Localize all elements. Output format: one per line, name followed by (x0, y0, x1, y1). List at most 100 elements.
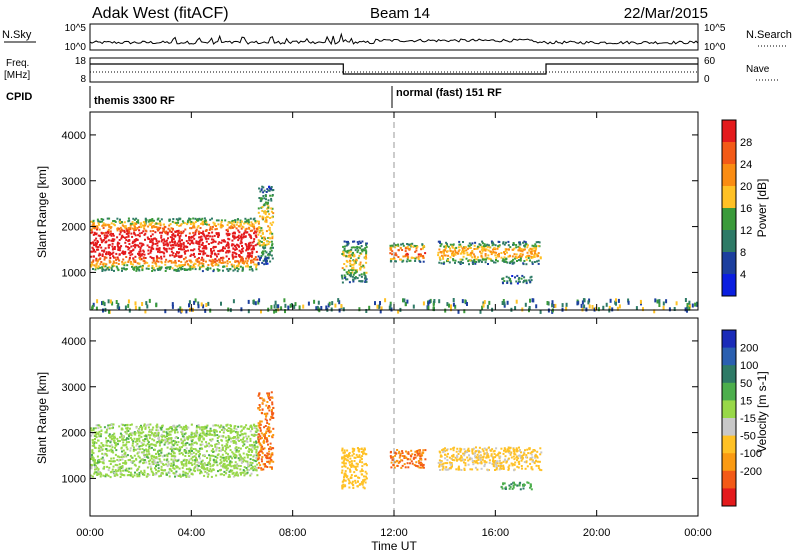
data-cell (169, 223, 172, 226)
data-cell (214, 445, 217, 448)
data-cell (159, 266, 162, 269)
data-cell (183, 258, 186, 261)
data-cell (126, 448, 129, 451)
data-cell (231, 232, 234, 235)
data-cell (673, 307, 676, 311)
data-cell (141, 269, 144, 272)
data-cell (245, 472, 248, 475)
data-cell (202, 260, 205, 262)
data-cell (245, 453, 248, 456)
data-cell (665, 299, 668, 304)
data-cell (229, 460, 232, 463)
data-cell (270, 186, 273, 188)
data-cell (524, 467, 527, 470)
data-cell (358, 483, 361, 486)
data-cell (147, 433, 150, 436)
data-cell (165, 431, 168, 434)
data-cell (148, 219, 151, 222)
data-cell (225, 443, 228, 446)
data-cell (125, 232, 128, 235)
data-cell (192, 231, 195, 234)
data-cell (242, 247, 245, 250)
data-cell (130, 461, 133, 463)
data-cell (190, 453, 193, 456)
data-cell (173, 459, 176, 462)
data-cell (516, 448, 518, 451)
data-cell (533, 254, 536, 257)
data-cell (228, 234, 230, 236)
data-cell (222, 257, 225, 260)
data-cell (239, 430, 242, 433)
data-cell (123, 226, 126, 229)
data-cell (178, 239, 181, 242)
data-cell (114, 463, 117, 466)
data-cell (129, 474, 132, 477)
data-cell (107, 424, 110, 427)
data-cell (269, 460, 272, 463)
data-cell (432, 307, 435, 311)
data-cell (212, 448, 214, 451)
data-cell (523, 276, 526, 279)
data-cell (160, 441, 163, 444)
data-cell (457, 468, 460, 471)
data-cell (188, 460, 191, 463)
data-cell (407, 256, 410, 259)
data-cell (512, 447, 515, 450)
data-cell (152, 443, 155, 446)
data-cell (517, 454, 520, 457)
data-cell (143, 233, 146, 236)
data-cell (97, 222, 100, 224)
data-cell (261, 408, 264, 411)
data-cell (92, 233, 95, 236)
data-cell (233, 467, 236, 470)
data-cell (492, 465, 495, 468)
data-cell (127, 234, 130, 237)
data-cell (241, 457, 244, 460)
data-cell (222, 269, 224, 272)
data-cell (255, 457, 258, 459)
data-cell (227, 221, 230, 224)
data-cell (112, 255, 115, 258)
data-cell (190, 431, 193, 434)
cpid-program-1: themis 3300 RF (94, 95, 175, 107)
data-cell (152, 463, 155, 465)
data-cell (92, 220, 94, 223)
data-cell (343, 465, 346, 467)
data-cell (127, 303, 130, 308)
data-cell (256, 474, 259, 477)
data-cell (157, 260, 160, 263)
data-cell (514, 461, 517, 464)
data-cell (264, 201, 267, 204)
data-cell (138, 465, 141, 468)
data-cell (452, 250, 455, 253)
data-cell (138, 475, 141, 478)
data-cell (222, 246, 225, 249)
data-cell (453, 459, 456, 462)
data-cell (206, 444, 209, 447)
data-cell (143, 440, 146, 443)
data-cell (284, 303, 287, 308)
data-cell (105, 448, 108, 450)
data-cell (583, 304, 586, 309)
data-cell (141, 472, 144, 475)
data-cell (502, 464, 505, 467)
data-cell (232, 441, 235, 444)
data-cell (165, 463, 168, 466)
data-cell (482, 301, 485, 306)
data-cell (225, 460, 228, 463)
data-cell (444, 462, 447, 465)
data-cell (237, 229, 240, 232)
data-cell (474, 260, 476, 263)
data-cell (204, 223, 207, 225)
data-cell (153, 269, 156, 272)
data-cell (451, 246, 454, 249)
data-cell (522, 281, 525, 284)
data-cell (494, 248, 497, 251)
data-cell (126, 469, 129, 472)
data-cell (450, 462, 453, 464)
data-cell (118, 425, 121, 428)
data-cell (179, 248, 182, 251)
data-cell (172, 444, 175, 447)
data-cell (353, 253, 356, 256)
data-cell (444, 249, 447, 252)
